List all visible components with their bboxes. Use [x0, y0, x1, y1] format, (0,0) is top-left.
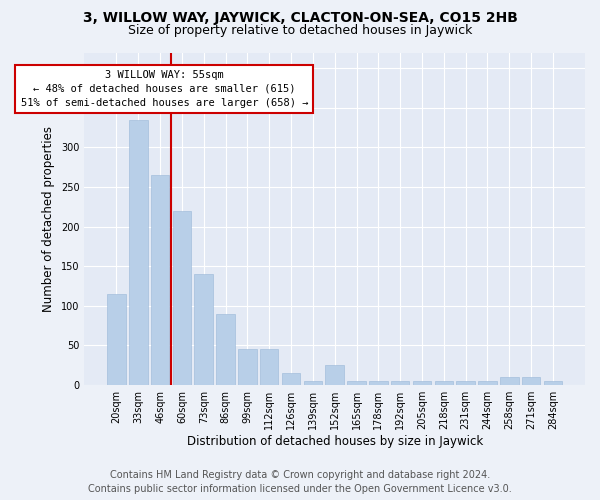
Bar — [282, 373, 301, 384]
Y-axis label: Number of detached properties: Number of detached properties — [43, 126, 55, 312]
Bar — [522, 377, 541, 384]
Bar — [194, 274, 213, 384]
Bar — [369, 381, 388, 384]
Text: 3, WILLOW WAY, JAYWICK, CLACTON-ON-SEA, CO15 2HB: 3, WILLOW WAY, JAYWICK, CLACTON-ON-SEA, … — [83, 11, 517, 25]
Bar — [260, 349, 278, 384]
Bar — [151, 175, 169, 384]
X-axis label: Distribution of detached houses by size in Jaywick: Distribution of detached houses by size … — [187, 434, 483, 448]
Bar — [325, 365, 344, 384]
Bar — [457, 381, 475, 384]
Bar — [413, 381, 431, 384]
Bar — [391, 381, 409, 384]
Bar — [347, 381, 366, 384]
Bar — [216, 314, 235, 384]
Bar — [478, 381, 497, 384]
Bar — [107, 294, 126, 384]
Bar — [500, 377, 518, 384]
Bar — [544, 381, 562, 384]
Text: Contains HM Land Registry data © Crown copyright and database right 2024.
Contai: Contains HM Land Registry data © Crown c… — [88, 470, 512, 494]
Bar — [434, 381, 453, 384]
Text: Size of property relative to detached houses in Jaywick: Size of property relative to detached ho… — [128, 24, 472, 37]
Bar — [173, 210, 191, 384]
Text: 3 WILLOW WAY: 55sqm
← 48% of detached houses are smaller (615)
51% of semi-detac: 3 WILLOW WAY: 55sqm ← 48% of detached ho… — [20, 70, 308, 108]
Bar — [129, 120, 148, 384]
Bar — [304, 381, 322, 384]
Bar — [238, 349, 257, 384]
